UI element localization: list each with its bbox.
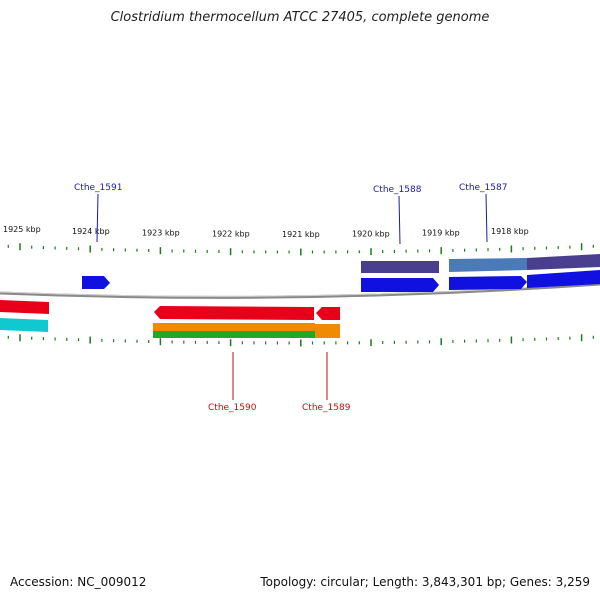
ruler-label: 1925 kbp [3,225,41,234]
ruler-label: 1918 kbp [491,227,529,236]
genome-backbone [0,282,600,299]
ruler-label: 1922 kbp [212,230,250,239]
gene-label-cthe-1591[interactable]: Cthe_1591 [74,183,122,193]
gene-label-cthe-1588[interactable]: Cthe_1588 [373,185,422,195]
plus-strand-features [82,254,600,292]
gene-feature-cthe-1590[interactable] [153,323,315,331]
cds-cthe-1589[interactable] [316,307,340,320]
gene-feature-cthe-1588[interactable] [361,261,439,273]
gene-feature-right[interactable] [527,254,600,270]
ruler-label: 1920 kbp [352,230,390,239]
ruler-labels: 1925 kbp 1924 kbp 1923 kbp 1922 kbp 1921 kbp… [3,225,529,239]
cds-cthe-1590[interactable] [154,306,314,320]
ruler-ticks-bottom [7,334,594,347]
ruler-ticks-top [7,243,594,256]
ruler-label: 1919 kbp [422,229,460,238]
feature-left-cyan[interactable] [0,318,48,332]
misc-feature-green[interactable] [153,331,315,338]
gene-label-lines [96,193,488,400]
genome-title: Clostridium thermocellum ATCC 27405, com… [110,10,490,25]
cds-left-red[interactable] [0,300,49,314]
gene-label-cthe-1589[interactable]: Cthe_1589 [302,403,351,413]
cds-cthe-1591[interactable] [82,276,110,289]
gene-label-cthe-1590[interactable]: Cthe_1590 [208,403,257,413]
cds-right[interactable] [527,270,600,288]
ruler-label: 1923 kbp [142,229,180,238]
minus-strand-features [0,300,340,338]
ruler-label: 1921 kbp [282,230,320,239]
genome-summary: Topology: circular; Length: 3,843,301 bp… [260,575,590,589]
gene-feature-cthe-1587[interactable] [449,258,527,272]
cds-cthe-1588[interactable] [361,278,439,292]
gene-label-cthe-1587[interactable]: Cthe_1587 [459,183,507,193]
cds-cthe-1587[interactable] [449,276,527,290]
accession-text: Accession: NC_009012 [10,575,147,589]
ruler-label: 1924 kbp [72,227,110,236]
gene-feature-cthe-1589[interactable] [315,324,340,338]
